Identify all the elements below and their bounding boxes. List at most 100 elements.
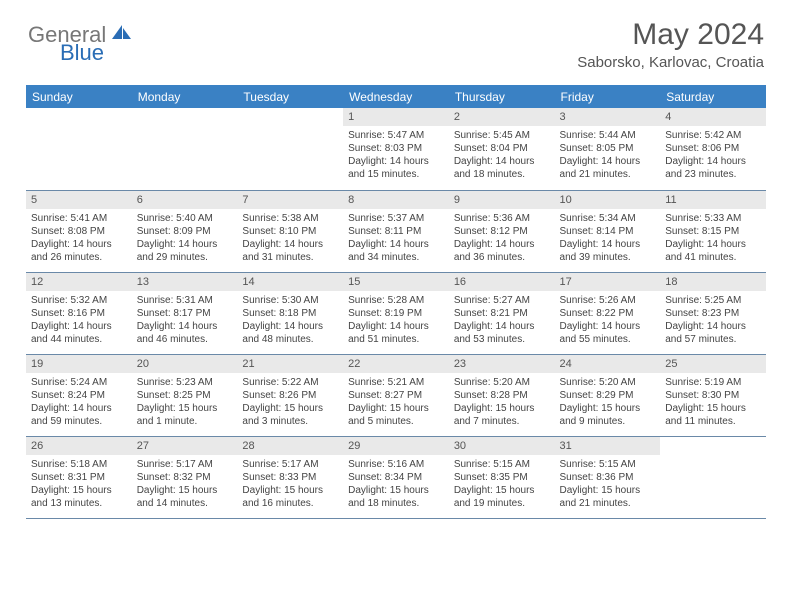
calendar-cell: 19Sunrise: 5:24 AMSunset: 8:24 PMDayligh… <box>26 354 132 436</box>
dl2-text: and 39 minutes. <box>560 251 656 264</box>
dl2-text: and 57 minutes. <box>665 333 761 346</box>
cell-body: Sunrise: 5:40 AMSunset: 8:09 PMDaylight:… <box>132 209 238 268</box>
dl2-text: and 29 minutes. <box>137 251 233 264</box>
calendar-cell: 18Sunrise: 5:25 AMSunset: 8:23 PMDayligh… <box>660 272 766 354</box>
cell-body: Sunrise: 5:24 AMSunset: 8:24 PMDaylight:… <box>26 373 132 432</box>
sunrise-text: Sunrise: 5:32 AM <box>31 294 127 307</box>
sunrise-text: Sunrise: 5:25 AM <box>665 294 761 307</box>
sunrise-text: Sunrise: 5:19 AM <box>665 376 761 389</box>
sunrise-text: Sunrise: 5:24 AM <box>31 376 127 389</box>
calendar-cell: 21Sunrise: 5:22 AMSunset: 8:26 PMDayligh… <box>237 354 343 436</box>
cell-body: Sunrise: 5:36 AMSunset: 8:12 PMDaylight:… <box>449 209 555 268</box>
weekday-header: Wednesday <box>343 86 449 109</box>
day-number: 16 <box>449 273 555 291</box>
dl1-text: Daylight: 15 hours <box>665 402 761 415</box>
dl1-text: Daylight: 15 hours <box>560 402 656 415</box>
day-number: 25 <box>660 355 766 373</box>
weekday-header-row: SundayMondayTuesdayWednesdayThursdayFrid… <box>26 86 766 109</box>
dl2-text: and 34 minutes. <box>348 251 444 264</box>
sunset-text: Sunset: 8:04 PM <box>454 142 550 155</box>
sunrise-text: Sunrise: 5:16 AM <box>348 458 444 471</box>
dl1-text: Daylight: 14 hours <box>665 238 761 251</box>
day-number: 14 <box>237 273 343 291</box>
cell-body: Sunrise: 5:44 AMSunset: 8:05 PMDaylight:… <box>555 126 661 185</box>
dl2-text: and 36 minutes. <box>454 251 550 264</box>
sunrise-text: Sunrise: 5:37 AM <box>348 212 444 225</box>
dl1-text: Daylight: 14 hours <box>560 320 656 333</box>
logo-text-blue: Blue <box>60 40 104 66</box>
day-number: 20 <box>132 355 238 373</box>
sunrise-text: Sunrise: 5:20 AM <box>560 376 656 389</box>
dl2-text: and 59 minutes. <box>31 415 127 428</box>
cell-body: Sunrise: 5:28 AMSunset: 8:19 PMDaylight:… <box>343 291 449 350</box>
calendar-week-row: 19Sunrise: 5:24 AMSunset: 8:24 PMDayligh… <box>26 354 766 436</box>
page-title: May 2024 <box>577 18 764 52</box>
calendar-cell: 26Sunrise: 5:18 AMSunset: 8:31 PMDayligh… <box>26 436 132 518</box>
dl1-text: Daylight: 14 hours <box>242 238 338 251</box>
day-number: 19 <box>26 355 132 373</box>
day-number: 7 <box>237 191 343 209</box>
title-block: May 2024 Saborsko, Karlovac, Croatia <box>577 18 764 71</box>
dl1-text: Daylight: 14 hours <box>348 155 444 168</box>
dl2-text: and 23 minutes. <box>665 168 761 181</box>
dl1-text: Daylight: 14 hours <box>242 320 338 333</box>
sunset-text: Sunset: 8:17 PM <box>137 307 233 320</box>
dl1-text: Daylight: 15 hours <box>137 402 233 415</box>
logo-sail-icon <box>111 24 133 47</box>
calendar-cell: 6Sunrise: 5:40 AMSunset: 8:09 PMDaylight… <box>132 190 238 272</box>
sunrise-text: Sunrise: 5:33 AM <box>665 212 761 225</box>
sunset-text: Sunset: 8:28 PM <box>454 389 550 402</box>
calendar-cell: 9Sunrise: 5:36 AMSunset: 8:12 PMDaylight… <box>449 190 555 272</box>
cell-body: Sunrise: 5:23 AMSunset: 8:25 PMDaylight:… <box>132 373 238 432</box>
sunset-text: Sunset: 8:33 PM <box>242 471 338 484</box>
day-number: 21 <box>237 355 343 373</box>
calendar-cell: 11Sunrise: 5:33 AMSunset: 8:15 PMDayligh… <box>660 190 766 272</box>
calendar-cell: 25Sunrise: 5:19 AMSunset: 8:30 PMDayligh… <box>660 354 766 436</box>
dl2-text: and 9 minutes. <box>560 415 656 428</box>
cell-body: Sunrise: 5:20 AMSunset: 8:29 PMDaylight:… <box>555 373 661 432</box>
sunset-text: Sunset: 8:25 PM <box>137 389 233 402</box>
cell-body: Sunrise: 5:16 AMSunset: 8:34 PMDaylight:… <box>343 455 449 514</box>
cell-body: Sunrise: 5:31 AMSunset: 8:17 PMDaylight:… <box>132 291 238 350</box>
cell-body: Sunrise: 5:38 AMSunset: 8:10 PMDaylight:… <box>237 209 343 268</box>
cell-body: Sunrise: 5:26 AMSunset: 8:22 PMDaylight:… <box>555 291 661 350</box>
cell-body: Sunrise: 5:15 AMSunset: 8:36 PMDaylight:… <box>555 455 661 514</box>
dl2-text: and 18 minutes. <box>348 497 444 510</box>
calendar-cell: 16Sunrise: 5:27 AMSunset: 8:21 PMDayligh… <box>449 272 555 354</box>
sunset-text: Sunset: 8:10 PM <box>242 225 338 238</box>
day-number: 24 <box>555 355 661 373</box>
dl1-text: Daylight: 15 hours <box>242 484 338 497</box>
calendar-cell: 2Sunrise: 5:45 AMSunset: 8:04 PMDaylight… <box>449 108 555 190</box>
dl1-text: Daylight: 14 hours <box>137 320 233 333</box>
sunset-text: Sunset: 8:24 PM <box>31 389 127 402</box>
header: General Blue May 2024 Saborsko, Karlovac… <box>0 0 792 79</box>
dl1-text: Daylight: 15 hours <box>348 484 444 497</box>
sunset-text: Sunset: 8:34 PM <box>348 471 444 484</box>
dl1-text: Daylight: 15 hours <box>560 484 656 497</box>
day-number: 8 <box>343 191 449 209</box>
dl1-text: Daylight: 14 hours <box>454 320 550 333</box>
dl1-text: Daylight: 15 hours <box>31 484 127 497</box>
calendar-cell: 22Sunrise: 5:21 AMSunset: 8:27 PMDayligh… <box>343 354 449 436</box>
cell-body: Sunrise: 5:17 AMSunset: 8:32 PMDaylight:… <box>132 455 238 514</box>
calendar-cell: 1Sunrise: 5:47 AMSunset: 8:03 PMDaylight… <box>343 108 449 190</box>
calendar-cell: 15Sunrise: 5:28 AMSunset: 8:19 PMDayligh… <box>343 272 449 354</box>
sunrise-text: Sunrise: 5:36 AM <box>454 212 550 225</box>
calendar-cell <box>132 108 238 190</box>
day-number: 3 <box>555 108 661 126</box>
day-number: 26 <box>26 437 132 455</box>
sunrise-text: Sunrise: 5:41 AM <box>31 212 127 225</box>
sunrise-text: Sunrise: 5:17 AM <box>137 458 233 471</box>
sunset-text: Sunset: 8:05 PM <box>560 142 656 155</box>
sunrise-text: Sunrise: 5:22 AM <box>242 376 338 389</box>
calendar-cell <box>26 108 132 190</box>
cell-body: Sunrise: 5:17 AMSunset: 8:33 PMDaylight:… <box>237 455 343 514</box>
cell-body: Sunrise: 5:18 AMSunset: 8:31 PMDaylight:… <box>26 455 132 514</box>
dl1-text: Daylight: 14 hours <box>137 238 233 251</box>
dl2-text: and 26 minutes. <box>31 251 127 264</box>
sunset-text: Sunset: 8:03 PM <box>348 142 444 155</box>
dl1-text: Daylight: 15 hours <box>454 402 550 415</box>
calendar-cell: 20Sunrise: 5:23 AMSunset: 8:25 PMDayligh… <box>132 354 238 436</box>
calendar-cell: 14Sunrise: 5:30 AMSunset: 8:18 PMDayligh… <box>237 272 343 354</box>
cell-body: Sunrise: 5:22 AMSunset: 8:26 PMDaylight:… <box>237 373 343 432</box>
